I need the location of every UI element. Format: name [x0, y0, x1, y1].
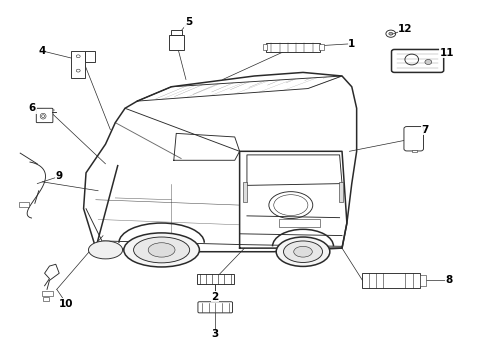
Text: 5: 5 — [184, 17, 192, 27]
Text: 11: 11 — [439, 48, 453, 58]
Bar — [278, 219, 320, 226]
Bar — [419, 275, 425, 286]
Text: 9: 9 — [56, 171, 62, 181]
Ellipse shape — [133, 237, 189, 263]
FancyBboxPatch shape — [198, 302, 232, 313]
Bar — [43, 297, 49, 301]
Bar — [197, 274, 233, 284]
Ellipse shape — [424, 59, 431, 64]
Ellipse shape — [88, 241, 122, 259]
Bar — [411, 149, 416, 152]
Bar — [85, 51, 95, 62]
Bar — [319, 44, 324, 50]
Bar — [361, 273, 419, 288]
FancyBboxPatch shape — [391, 49, 443, 72]
Ellipse shape — [276, 237, 329, 266]
Text: 6: 6 — [29, 103, 36, 113]
Bar — [262, 44, 267, 50]
Bar — [19, 202, 29, 207]
Text: 1: 1 — [347, 39, 355, 49]
Ellipse shape — [283, 241, 322, 262]
Bar — [243, 182, 246, 202]
Text: 10: 10 — [59, 299, 74, 309]
Text: 3: 3 — [211, 329, 219, 339]
Bar — [171, 31, 182, 36]
Text: 4: 4 — [39, 46, 46, 56]
Ellipse shape — [148, 243, 175, 257]
Text: 7: 7 — [420, 125, 427, 135]
FancyBboxPatch shape — [36, 108, 53, 123]
Ellipse shape — [388, 32, 392, 35]
Bar — [71, 51, 85, 78]
Ellipse shape — [123, 233, 199, 267]
Ellipse shape — [293, 246, 312, 257]
Bar — [168, 36, 183, 50]
Bar — [42, 291, 53, 296]
Text: 8: 8 — [445, 275, 452, 285]
Text: 2: 2 — [211, 292, 219, 302]
FancyBboxPatch shape — [403, 127, 423, 151]
Text: 12: 12 — [397, 24, 412, 35]
Bar — [266, 42, 320, 52]
Bar — [338, 182, 343, 202]
